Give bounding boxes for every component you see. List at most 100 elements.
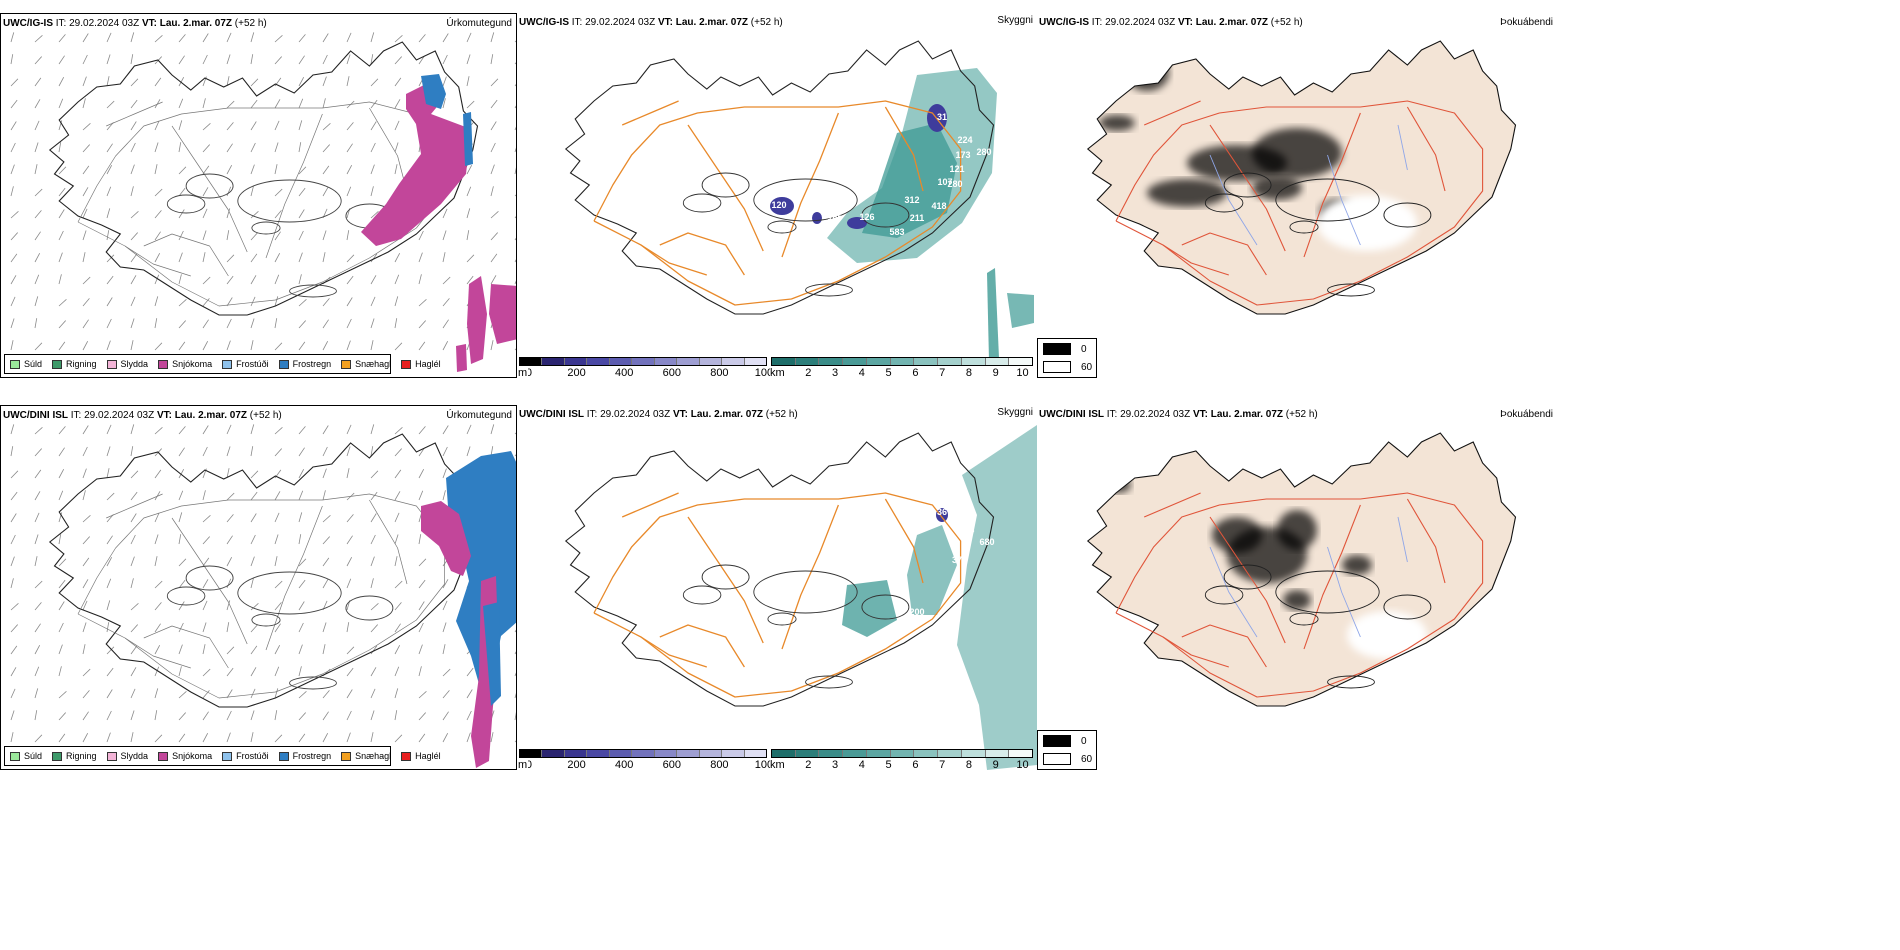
wind-barb [154,252,161,263]
wind-barb [298,712,306,721]
wind-barb [250,32,255,43]
road-line [369,107,408,193]
wind-barb [226,622,230,633]
low-visibility-area [770,197,794,215]
wind-barb [58,733,66,743]
wind-barb [58,447,65,457]
wind-barb [10,32,15,43]
wind-barb [154,142,159,153]
wind-barb [154,231,161,241]
wind-barb [34,556,38,567]
precip-type-map [10,32,516,372]
wind-barb [298,468,305,479]
wind-barb [466,732,471,743]
glacier-outline [1289,612,1319,626]
road-line [1143,492,1201,518]
wind-barb [82,711,89,721]
wind-barb [250,446,254,457]
wind-barb [154,469,162,479]
colorbar-tick-label: 200 [567,759,586,771]
wind-barb [250,78,259,87]
glacier-outline [861,594,910,620]
wind-barb [418,252,423,263]
colorbar-swatch [866,358,891,365]
wind-barb [394,318,398,329]
legend-item: Haglél [401,751,441,761]
legend-item: Snjókoma [158,359,212,369]
wind-barb [490,142,496,153]
wind-barb [514,126,516,131]
wind-barb [34,666,40,677]
fog-blob [1087,48,1135,88]
wind-barb [490,424,495,435]
visibility-value-label: 583 [889,227,904,237]
wind-barb [418,622,424,633]
wind-barb [322,536,330,545]
wind-barb [82,54,88,65]
wind-barb [34,534,39,545]
wind-barb [202,319,209,329]
wind-barb [466,710,472,721]
wind-barb [178,230,184,241]
river-line [1397,516,1408,563]
fog-index-map [1086,40,1517,315]
wind-barb [466,208,471,219]
wind-barb [82,187,89,197]
wind-barb [250,275,257,285]
wind-barb [34,710,38,721]
legend-swatch [401,751,412,761]
visibility-value-label: 121 [949,164,964,174]
wind-barb [202,668,211,677]
panel-header: UWC/DINI ISL IT: 29.02.2024 03Z VT: Lau.… [519,409,798,420]
no-fog-area [1317,195,1417,251]
glacier-outline [805,283,853,297]
wind-barb [82,536,90,545]
wind-barb [514,629,516,633]
wind-barb [442,446,448,457]
visibility-value-label: 165 [827,212,842,222]
wind-barb [514,712,516,721]
wind-barb [202,515,211,523]
fog-field [1103,477,1427,659]
wind-barb [202,622,207,633]
visibility-panel-row1: 31 224 173 280 121 107 280 312 418 120 165 126 211 58… [517,13,1037,378]
legend-item: Slydda [106,751,148,761]
cloud-area [957,425,1037,770]
wind-barb [10,556,15,567]
wind-barb [58,187,66,197]
wind-barb [442,622,447,633]
wind-barb [250,164,255,175]
wind-barb [490,340,494,351]
wind-barb [10,99,18,109]
wind-barb [274,602,282,611]
colorbar-unit: km [770,759,786,771]
wind-barb [346,514,354,523]
wind-barb [10,296,16,307]
wind-barb [202,230,207,241]
wind-barb [466,254,475,263]
visibility-value-label: 31 [937,112,947,122]
legend-item: Snjókoma [158,751,212,761]
panel-header: UWC/DINI ISL IT: 29.02.2024 03Z VT: Lau.… [3,410,282,421]
wind-barb [394,35,403,43]
wind-barb [58,142,62,153]
road-line [1209,516,1286,644]
wind-barb [370,424,375,435]
wind-barb [34,448,42,457]
wind-barb [10,78,19,87]
river-line [1209,154,1258,246]
wind-barb [322,144,330,153]
wind-barb [154,274,160,285]
wind-barb [226,297,233,307]
wind-barb [10,232,18,241]
colorbar-swatch [843,750,867,757]
wind-barb [10,340,14,351]
colorbar-swatch [795,358,820,365]
wind-barb [370,513,377,523]
wind-barb [226,535,233,545]
wind-barb [274,318,278,329]
wind-barb [370,78,379,87]
colorbar-tick-label: 400 [614,759,634,771]
wind-barb [490,99,498,109]
wind-barb [418,666,422,677]
